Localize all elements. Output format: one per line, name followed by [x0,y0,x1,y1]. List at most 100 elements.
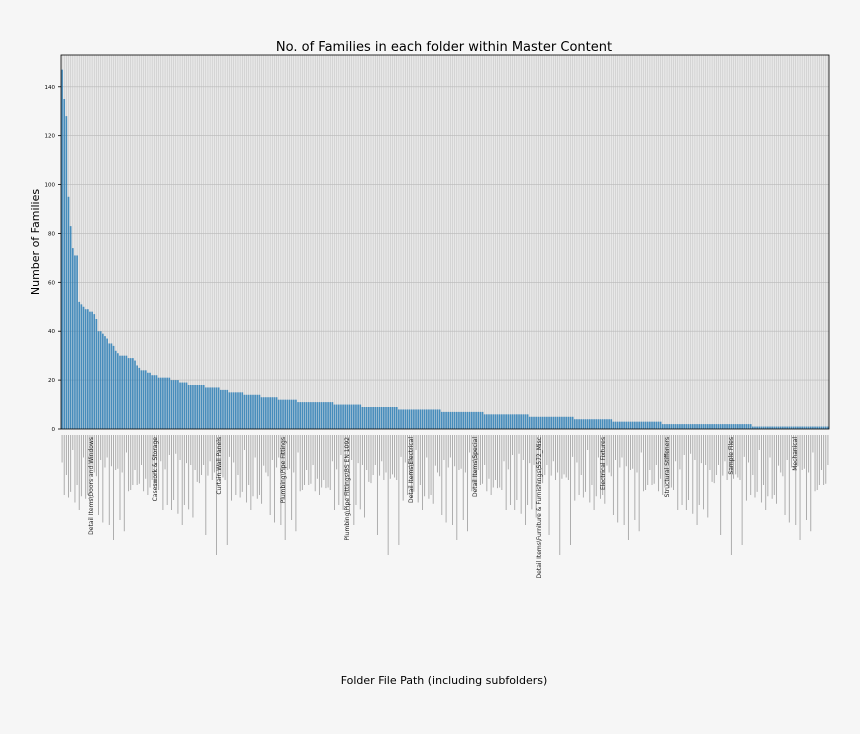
bar [331,402,334,429]
bar [284,399,287,429]
bar [685,424,688,429]
bar [228,392,231,429]
bar [636,421,638,429]
bar [288,399,291,429]
x-tick-label: Detail Items\Special [472,437,479,497]
bar [812,426,814,429]
bar [706,424,709,429]
bar [599,419,602,429]
bar [348,404,351,429]
bar [355,404,357,429]
bar [395,407,398,429]
bar [782,426,784,429]
bar [183,382,186,429]
bar [134,360,136,429]
bar [771,426,773,429]
bar [438,409,441,429]
bar [792,426,795,429]
bar [67,196,70,429]
bar [492,414,495,429]
bar [509,414,512,429]
bar [391,407,394,429]
bar [563,416,565,429]
bar [159,377,162,429]
bar [71,248,74,429]
bar [423,409,426,429]
bar [571,416,574,429]
bar [651,421,653,429]
bar [726,424,728,429]
bar [82,306,85,429]
bar [747,424,750,429]
bar [207,387,209,429]
bar [694,424,696,429]
bar [640,421,643,429]
bar [421,409,424,429]
bar [189,385,192,429]
bar [608,419,610,429]
bar [110,343,113,429]
bar [758,426,761,429]
bar [346,404,349,429]
bar [528,416,531,429]
bar [65,116,68,429]
chart-title: No. of Families in each folder within Ma… [276,40,612,55]
bar [807,426,810,429]
bar [380,407,383,429]
bar [342,404,344,429]
bar [657,421,660,429]
bar [447,411,450,429]
bar [265,397,267,429]
bar [745,424,748,429]
bar [400,409,402,429]
bar [513,414,516,429]
bar [593,419,595,429]
bar [565,416,568,429]
bar [252,394,254,429]
bar [445,411,447,429]
y-axis-label: Number of Families [29,189,42,295]
bar [428,409,430,429]
bar [333,404,336,429]
bar [803,426,806,429]
bar [153,375,156,429]
bar [700,424,703,429]
bar [69,226,72,429]
bar [393,407,396,429]
bar [477,411,480,429]
bar [432,409,435,429]
bar [511,414,514,429]
bar [786,426,789,429]
bar [305,402,308,429]
bar [625,421,628,429]
bar [505,414,507,429]
bar [123,355,126,429]
bar [217,387,220,429]
bar [127,358,130,429]
bar [166,377,169,429]
bar [627,421,630,429]
bar [368,407,370,429]
bar [715,424,718,429]
bar [494,414,497,429]
x-tick-label: Plumbing\Pipe Fittings\BS EN 1092 [344,437,351,541]
bar [488,414,490,429]
bar [818,426,821,429]
plot-background [61,55,829,429]
bar [679,424,681,429]
bar [539,416,542,429]
bar [119,355,121,429]
bar [603,419,606,429]
bar [674,424,677,429]
bar [250,394,252,429]
bar [271,397,274,429]
bar [269,397,271,429]
bar [591,419,593,429]
bar [97,331,100,429]
bar [537,416,540,429]
bar [767,426,769,429]
bar [162,377,164,429]
bar [196,385,199,429]
bar [101,333,104,429]
